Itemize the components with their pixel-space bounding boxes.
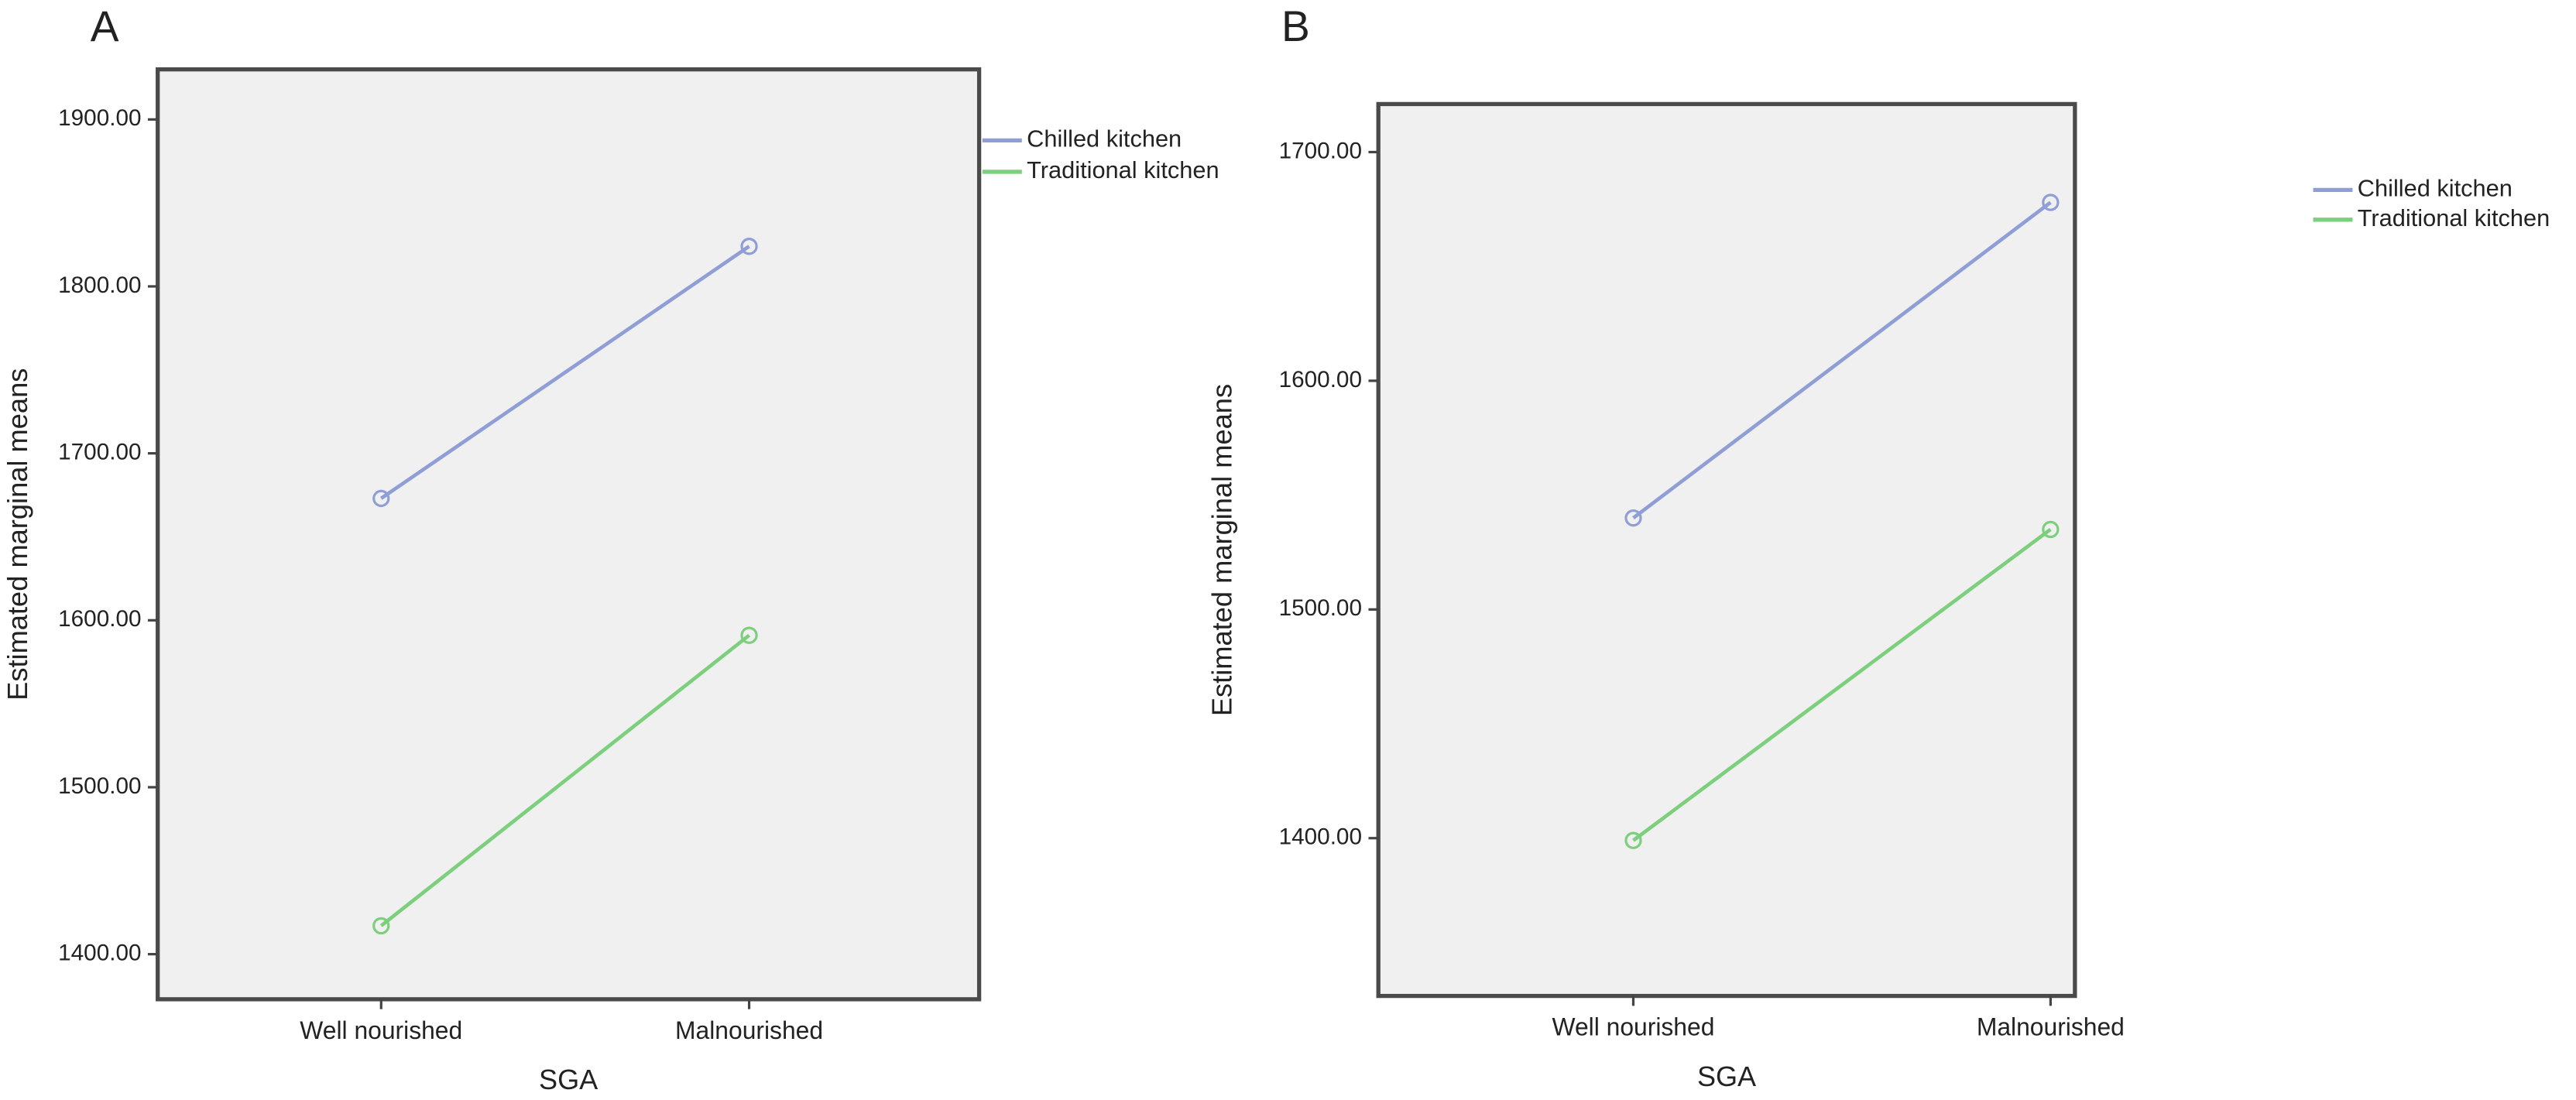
legend-label: Traditional kitchen bbox=[2358, 204, 2550, 231]
y-tick-label: 1900.00 bbox=[58, 105, 141, 131]
y-axis-title: Estimated marginal means bbox=[2, 368, 33, 701]
point-marker bbox=[2042, 194, 2060, 211]
y-tick-label: 1400.00 bbox=[1279, 824, 1362, 850]
chart-panel: 1400.00 1500.00 1600.00 1700.00 Well nourish… bbox=[1206, 2, 2550, 1092]
y-tick-label: 1600.00 bbox=[1279, 367, 1362, 392]
y-axis-title: Estimated marginal means bbox=[1206, 384, 1237, 716]
x-axis-title: SGA bbox=[1697, 1061, 1757, 1092]
y-tick-label: 1500.00 bbox=[58, 773, 141, 799]
y-tick-label: 1700.00 bbox=[1279, 138, 1362, 163]
point-marker bbox=[2042, 520, 2060, 539]
point-marker bbox=[372, 917, 390, 935]
series-line bbox=[379, 245, 750, 500]
point-marker bbox=[740, 238, 758, 255]
x-tick-label: Malnourished bbox=[675, 1016, 823, 1044]
x-tick-label: Well nourished bbox=[1552, 1013, 1715, 1041]
chart-panel: 1400.00 1500.00 1600.00 1700.00 1800.00 1900.… bbox=[2, 2, 1219, 1095]
point-marker bbox=[1624, 831, 1642, 849]
panel-label: B bbox=[1281, 2, 1310, 50]
series-line bbox=[1632, 528, 2052, 842]
plot-area bbox=[156, 67, 982, 1002]
point-marker bbox=[372, 489, 390, 508]
point-marker bbox=[740, 626, 758, 644]
panel-label: A bbox=[91, 2, 119, 50]
y-tick-label: 1800.00 bbox=[58, 272, 141, 298]
plot-area bbox=[1376, 101, 2077, 999]
x-axis-title: SGA bbox=[539, 1064, 599, 1095]
y-tick-label: 1600.00 bbox=[58, 606, 141, 632]
y-tick-label: 1500.00 bbox=[1279, 595, 1362, 621]
point-marker bbox=[1624, 509, 1642, 527]
x-tick-label: Well nourished bbox=[300, 1016, 462, 1044]
y-tick-label: 1700.00 bbox=[58, 439, 141, 464]
legend-label: Chilled kitchen bbox=[2358, 174, 2513, 201]
series-line bbox=[379, 633, 750, 927]
legend-label: Traditional kitchen bbox=[1027, 156, 1219, 183]
legend-label: Chilled kitchen bbox=[1027, 125, 1182, 152]
series-line bbox=[1632, 200, 2052, 520]
x-tick-label: Malnourished bbox=[1977, 1013, 2125, 1041]
y-tick-label: 1400.00 bbox=[58, 940, 141, 965]
